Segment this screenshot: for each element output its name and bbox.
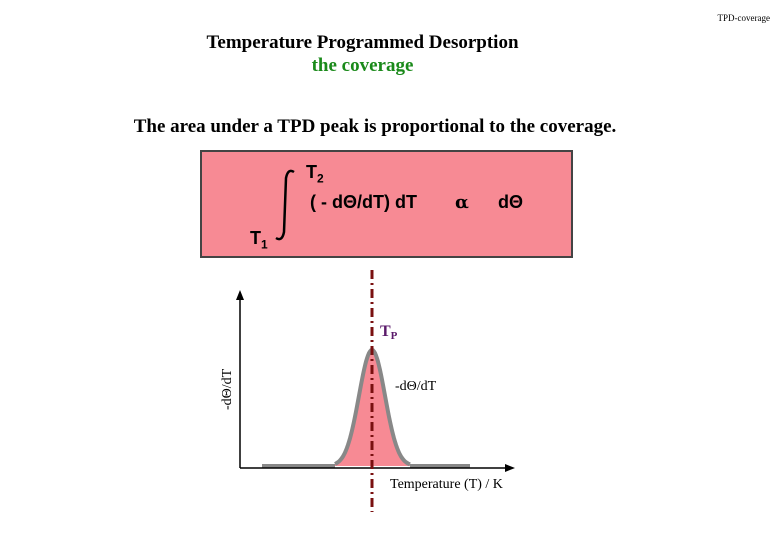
slide-corner-label: TPD-coverage — [717, 13, 770, 23]
formula-box — [200, 150, 573, 258]
statement-text: The area under a TPD peak is proportiona… — [133, 116, 617, 137]
formula-upper-limit: T2 — [306, 162, 324, 186]
y-axis-label: -dΘ/dT — [220, 368, 235, 410]
peak-label-subscript: P — [391, 330, 398, 342]
curve-label: -dΘ/dT — [395, 379, 437, 394]
page-title: Temperature Programmed Desorption — [206, 32, 519, 53]
peak-label-symbol: T — [380, 323, 391, 340]
page-subtitle: the coverage — [311, 55, 414, 76]
y-axis-arrow-icon — [236, 290, 244, 300]
lower-limit-subscript: 1 — [261, 237, 268, 252]
formula-lower-limit: T1 — [250, 228, 268, 252]
formula-rhs: dΘ — [498, 192, 523, 212]
upper-limit-subscript: 2 — [317, 171, 324, 186]
x-axis-label: Temperature (T) / K — [390, 477, 503, 492]
x-axis-arrow-icon — [505, 464, 515, 472]
proportional-symbol: α — [455, 192, 469, 213]
upper-limit-symbol: T — [306, 162, 317, 182]
formula-integrand: ( - dΘ/dT) dT — [310, 192, 417, 212]
peak-temperature-label: TP — [380, 323, 398, 342]
integral-sign-icon — [275, 169, 295, 241]
lower-limit-symbol: T — [250, 228, 261, 248]
